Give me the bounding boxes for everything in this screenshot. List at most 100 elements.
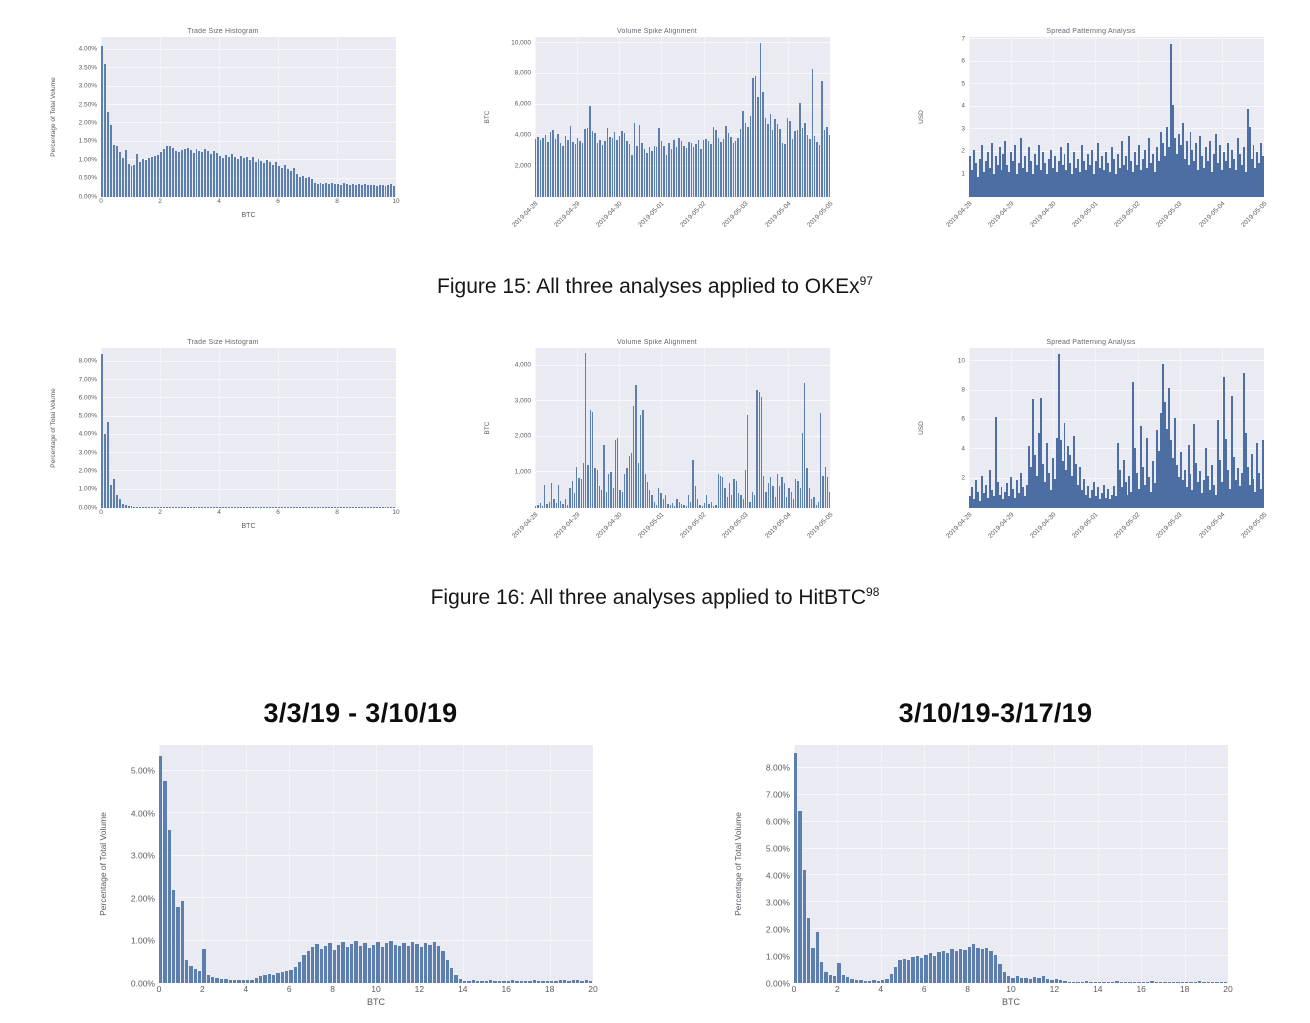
bar: [118, 152, 121, 197]
bar: [541, 505, 544, 508]
y-tick-label: 4: [961, 102, 965, 110]
bar: [1165, 127, 1168, 197]
bar: [702, 140, 705, 197]
bar: [216, 507, 219, 508]
bar: [127, 505, 130, 508]
bar: [390, 184, 393, 197]
bar: [1159, 412, 1162, 508]
x-tick-label: 4: [217, 198, 221, 205]
bar: [290, 171, 292, 197]
bar: [1000, 169, 1003, 197]
bar: [1045, 443, 1048, 508]
bar: [230, 153, 233, 197]
x-tick-label: 6: [276, 198, 280, 205]
bar: [715, 130, 717, 197]
bar: [963, 950, 967, 983]
y-axis-ticks: 0.00% 1.00% 2.00% 3.00% 4.00% 5.00% 6.00% 7.00%…: [746, 745, 794, 987]
chart-okex-volume-spike-alignment: Volume Spike Alignment BTC 2,000 4,000 6,000…: [484, 26, 834, 244]
y-tick-label: 1.00%: [78, 155, 97, 163]
bar: [988, 469, 991, 508]
bar: [582, 463, 585, 508]
x-tick-label: 2019-05-04: [1197, 511, 1227, 540]
bar: [617, 438, 619, 508]
bar: [313, 183, 316, 197]
bar: [928, 953, 932, 983]
v-gridline: [1011, 37, 1013, 197]
bar: [337, 183, 340, 197]
bar: [145, 160, 148, 197]
bar: [1039, 397, 1042, 508]
bar: [310, 179, 313, 197]
v-gridline: [703, 37, 705, 197]
bar: [106, 421, 109, 508]
bar: [1217, 163, 1220, 197]
bar: [783, 482, 785, 508]
x-tick-label: 0: [99, 509, 103, 516]
h-gridline: [101, 48, 396, 50]
bar: [1071, 174, 1074, 197]
bar: [1246, 466, 1249, 508]
bar: [806, 134, 809, 197]
bar: [1171, 104, 1174, 197]
bar: [1041, 976, 1045, 983]
plot-area: [101, 37, 396, 197]
bar: [371, 944, 376, 983]
x-tick-label: 4: [217, 509, 221, 516]
bar: [685, 505, 687, 508]
bar: [263, 974, 267, 983]
bar: [1093, 174, 1095, 197]
bar: [1006, 165, 1009, 197]
bar: [581, 142, 584, 197]
bar: [1095, 160, 1097, 197]
v-gridline: [278, 348, 279, 508]
bar: [605, 491, 607, 508]
x-tick-label: 8: [335, 198, 339, 205]
bar: [1100, 493, 1103, 508]
bar: [1008, 496, 1011, 508]
v-gridline: [289, 745, 291, 983]
v-gridline: [219, 37, 220, 197]
x-tick-label: 2019-04-28: [944, 511, 974, 540]
x-tick-label: 2019-05-02: [679, 511, 708, 540]
bar: [192, 507, 195, 508]
chart-okex-trade-size-histogram: Trade Size Histogram Percentage of Total …: [50, 26, 400, 244]
bar: [974, 163, 977, 197]
bar: [269, 162, 272, 197]
bar: [553, 498, 555, 508]
x-tick-label: 8: [335, 509, 339, 516]
bar: [393, 185, 396, 197]
bar: [1211, 465, 1214, 508]
bar: [1154, 483, 1157, 508]
bar: [139, 506, 142, 508]
bar: [788, 488, 790, 508]
y-tick-label: 4,000: [514, 131, 531, 139]
bar: [690, 142, 692, 197]
v-gridline: [1053, 348, 1055, 508]
bar: [1221, 169, 1223, 197]
bar: [1051, 167, 1054, 197]
y-axis-label-wrap: Percentage of Total Volume: [50, 37, 61, 197]
bar: [1085, 169, 1088, 197]
chart-body: BTC 1,000 2,000 3,000 4,000 2019-04-28 2019-04…: [484, 348, 834, 555]
x-tick-label: 2019-05-01: [1071, 200, 1100, 229]
bar: [334, 507, 337, 508]
bar: [598, 485, 601, 508]
bar: [720, 142, 722, 197]
bar: [148, 158, 151, 197]
bar: [343, 507, 346, 508]
bar: [658, 488, 660, 508]
y-tick-label: 3: [961, 125, 965, 133]
bar: [623, 132, 626, 197]
bar: [1016, 174, 1019, 197]
bar: [372, 506, 375, 508]
bar: [1043, 481, 1046, 508]
bar: [109, 484, 112, 508]
bar: [271, 974, 276, 983]
bar: [1114, 174, 1117, 197]
bar: [693, 146, 695, 197]
y-tick-label: 3.00%: [78, 448, 97, 456]
v-gridline: [219, 348, 220, 508]
bar: [1144, 484, 1147, 508]
bar: [1199, 136, 1202, 197]
h-gridline: [969, 173, 1264, 175]
